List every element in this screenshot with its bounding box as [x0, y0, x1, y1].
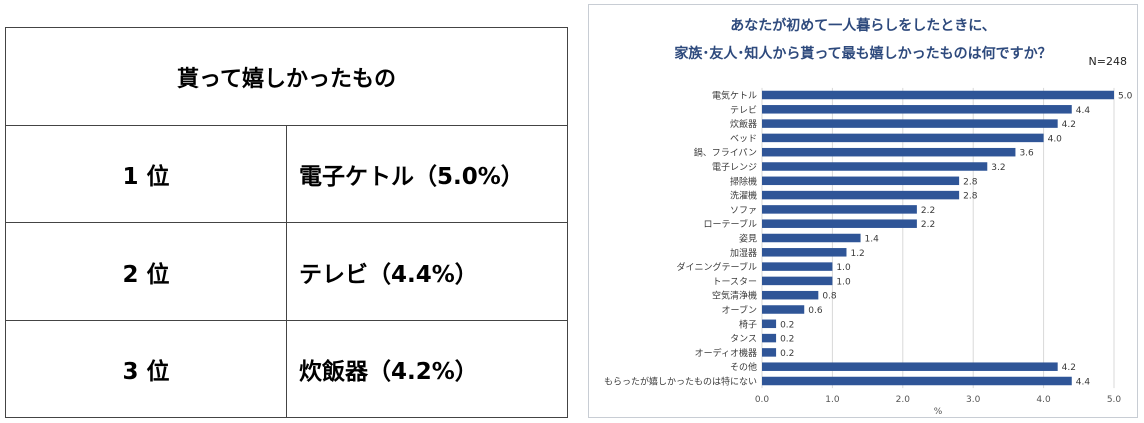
- value-label: 4.2: [1062, 363, 1076, 373]
- category-label: その他: [730, 361, 757, 373]
- value-label: 0.2: [780, 335, 794, 345]
- rank-3-item: 炊飯器（4.2%）: [286, 319, 568, 419]
- bar: [762, 290, 819, 300]
- category-label: オーディオ機器: [695, 347, 757, 359]
- value-label: 0.8: [822, 292, 837, 302]
- ranking-row: 1 位 電子ケトル（5.0%）: [5, 125, 568, 224]
- category-label: ベッド: [730, 134, 757, 144]
- chart-subtitle: 家族･友人･知人から貰って最も嬉しかったものは何ですか？: [674, 46, 1052, 62]
- bar: [762, 133, 1044, 143]
- category-label: 椅子: [739, 318, 757, 330]
- bar: [762, 362, 1058, 371]
- bar: [762, 119, 1058, 128]
- bar: [762, 348, 777, 357]
- value-label: 4.4: [1076, 378, 1091, 388]
- bar: [762, 219, 917, 228]
- value-label: 5.0: [1118, 92, 1133, 102]
- value-label: 2.2: [921, 220, 935, 230]
- category-label: 電気ケトル: [712, 90, 757, 102]
- bars: [762, 90, 1114, 386]
- rank-1-position: 1 位: [5, 125, 287, 224]
- value-label: 3.2: [991, 163, 1005, 173]
- rank-1-item: 電子ケトル（5.0%）: [286, 125, 568, 224]
- value-label: 1.0: [836, 277, 851, 287]
- value-label: 0.2: [780, 320, 794, 330]
- chart-title: あなたが初めて一人暮らしをしたときに、: [730, 18, 996, 34]
- value-label: 1.2: [850, 249, 864, 259]
- value-label: 4.0: [1048, 134, 1063, 144]
- rank-3-position: 3 位: [5, 319, 287, 419]
- category-label: 姿見: [739, 233, 757, 245]
- category-label: ソファ: [730, 206, 757, 216]
- value-label: 2.8: [963, 192, 978, 202]
- labels: 0.0 1.0 2.0 3.0 4.0 5.0 電気ケトル 5.0 テレビ 4.4 炊飯器 4.2 ベッ…: [604, 90, 1133, 406]
- category-label: 掃除機: [730, 175, 757, 187]
- category-label: 鍋、フライパン: [694, 147, 757, 159]
- bar: [762, 205, 917, 214]
- category-label: トースター: [712, 276, 757, 287]
- bar: [762, 147, 1016, 157]
- bar: [762, 162, 988, 171]
- bar: [762, 305, 805, 314]
- category-label: 空気清浄機: [712, 290, 757, 302]
- value-label: 0.6: [808, 306, 823, 316]
- x-tick-label: 1.0: [825, 395, 840, 405]
- category-label: 電子レンジ: [712, 162, 757, 173]
- chart-panel: あなたが初めて一人暮らしをしたときに、 家族･友人･知人から貰って最も嬉しかった…: [588, 4, 1138, 418]
- category-label: タンス: [730, 334, 757, 345]
- bar: [762, 333, 777, 343]
- bar-chart: 0.0 1.0 2.0 3.0 4.0 5.0 電気ケトル 5.0 テレビ 4.4 炊飯器 4.2 ベッ…: [604, 87, 1133, 417]
- ranking-header: 貰って嬉しかったもの: [5, 26, 568, 127]
- value-label: 4.4: [1076, 106, 1091, 116]
- category-label: 炊飯器: [730, 118, 757, 130]
- bar: [762, 276, 833, 286]
- value-label: 4.2: [1062, 120, 1076, 130]
- bar: [762, 319, 777, 329]
- x-axis-label: %: [934, 407, 943, 417]
- rank-2-position: 2 位: [5, 222, 287, 321]
- rank-2-item: テレビ（4.4%）: [286, 222, 568, 321]
- category-label: オーブン: [722, 304, 757, 316]
- bar: [762, 262, 833, 271]
- value-label: 1.0: [836, 263, 851, 273]
- category-label: ローテーブル: [704, 218, 757, 230]
- x-tick-label: 3.0: [966, 395, 981, 405]
- bar: [762, 105, 1072, 114]
- x-tick-label: 0.0: [755, 395, 770, 405]
- value-label: 2.2: [921, 206, 935, 216]
- category-label: ダイニングテーブル: [677, 261, 757, 273]
- category-label: 洗濯機: [730, 190, 757, 202]
- category-label: もらったが嬉しかったものは特にない: [604, 376, 757, 388]
- value-label: 0.2: [780, 349, 794, 359]
- x-tick-label: 5.0: [1107, 395, 1122, 405]
- value-label: 2.8: [963, 177, 978, 187]
- value-label: 3.6: [1019, 149, 1034, 159]
- category-label: 加湿器: [730, 248, 757, 259]
- category-label: テレビ: [730, 105, 757, 116]
- x-tick-label: 2.0: [896, 395, 911, 405]
- bar: [762, 233, 861, 243]
- ranking-row: 3 位 炊飯器（4.2%）: [5, 319, 568, 419]
- bar: [762, 376, 1072, 386]
- sample-size-label: N=248: [1088, 55, 1127, 68]
- bar: [762, 90, 1114, 100]
- ranking-row: 2 位 テレビ（4.4%）: [5, 222, 568, 321]
- x-tick-label: 4.0: [1036, 395, 1051, 405]
- value-label: 1.4: [865, 235, 880, 245]
- bar: [762, 190, 960, 200]
- bar: [762, 176, 960, 186]
- ranking-table: 貰って嬉しかったもの 1 位 電子ケトル（5.0%） 2 位 テレビ（4.4%）…: [5, 26, 568, 419]
- bar: [762, 248, 847, 257]
